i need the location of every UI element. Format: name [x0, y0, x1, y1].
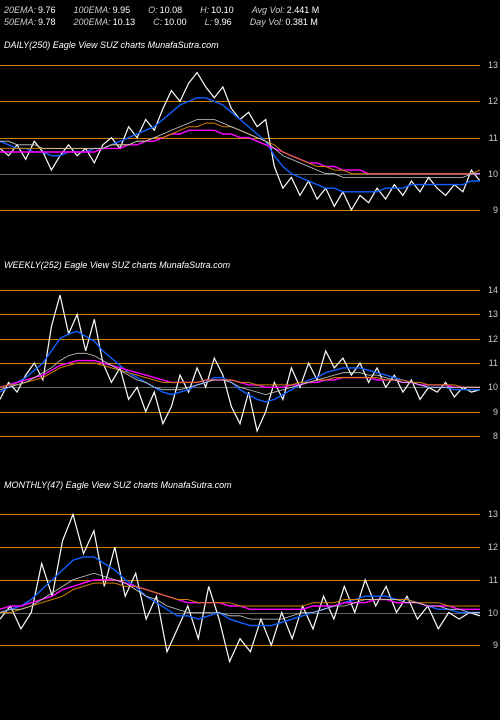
- axis-label: 9: [493, 640, 498, 650]
- series-line: [0, 130, 480, 173]
- series-line: [0, 331, 480, 402]
- axis-label: 9: [493, 407, 498, 417]
- chart-title: MONTHLY(47) Eagle View SUZ charts Munafa…: [0, 480, 500, 490]
- stat-item: Avg Vol:2.441 M: [252, 4, 320, 16]
- stat-label: 20EMA:: [4, 5, 36, 15]
- axis-label: 11: [489, 358, 498, 368]
- stat-item: O:10.08: [148, 4, 182, 16]
- axis-label: 13: [488, 60, 498, 70]
- stat-label: 50EMA:: [4, 17, 36, 27]
- series-line: [0, 73, 480, 210]
- stat-label: Avg Vol:: [252, 5, 285, 15]
- chart-block: DAILY(250) Eagle View SUZ charts MunafaS…: [0, 40, 500, 228]
- chart-title: WEEKLY(252) Eagle View SUZ charts Munafa…: [0, 260, 500, 270]
- stat-item: 20EMA:9.76: [4, 4, 56, 16]
- series-line: [0, 514, 480, 661]
- stat-item: H:10.10: [200, 4, 234, 16]
- axis-label: 10: [488, 382, 498, 392]
- stat-label: 200EMA:: [74, 17, 111, 27]
- stat-item: 50EMA:9.78: [4, 16, 56, 28]
- stat-item: C:10.00: [153, 16, 187, 28]
- stat-value: 2.441 M: [287, 5, 320, 15]
- chart-area: 13 12 11 10 9: [0, 58, 500, 228]
- stat-item: 100EMA:9.95: [74, 4, 131, 16]
- axis-label: 9: [493, 205, 498, 215]
- series-line: [0, 573, 480, 619]
- stat-label: O:: [148, 5, 158, 15]
- axis-label: 14: [488, 285, 498, 295]
- axis-label: 8: [493, 431, 498, 441]
- axis-label: 11: [489, 575, 498, 585]
- axis-label: 10: [488, 169, 498, 179]
- axis-label: 11: [489, 133, 498, 143]
- stat-item: L:9.96: [205, 16, 232, 28]
- stat-item: 200EMA:10.13: [74, 16, 136, 28]
- stat-value: 9.95: [113, 5, 131, 15]
- series-line: [0, 580, 480, 610]
- stat-value: 10.08: [160, 5, 183, 15]
- header-row-2: 50EMA:9.78 200EMA:10.13 C:10.00 L:9.96 Day V…: [4, 16, 496, 28]
- stat-value: 10.13: [113, 17, 136, 27]
- stat-label: L:: [205, 17, 213, 27]
- series-line: [0, 363, 480, 387]
- axis-label: 12: [488, 96, 498, 106]
- stat-value: 9.78: [38, 17, 56, 27]
- stat-value: 9.96: [214, 17, 232, 27]
- stat-value: 10.00: [164, 17, 187, 27]
- series-line: [0, 120, 480, 178]
- stat-label: 100EMA:: [74, 5, 111, 15]
- axis-label: 10: [488, 608, 498, 618]
- axis-label: 12: [488, 542, 498, 552]
- stat-label: C:: [153, 17, 162, 27]
- chart-svg: [0, 498, 480, 678]
- stat-item: Day Vol:0.381 M: [250, 16, 318, 28]
- chart-title: DAILY(250) Eagle View SUZ charts MunafaS…: [0, 40, 500, 50]
- chart-area: 13 12 11 10 9: [0, 498, 500, 678]
- series-line: [0, 557, 480, 626]
- header-row-1: 20EMA:9.76 100EMA:9.95 O:10.08 H:10.10 Avg V…: [4, 4, 496, 16]
- chart-block: WEEKLY(252) Eagle View SUZ charts Munafa…: [0, 260, 500, 448]
- chart-block: MONTHLY(47) Eagle View SUZ charts Munafa…: [0, 480, 500, 678]
- stat-label: Day Vol:: [250, 17, 284, 27]
- series-line: [0, 295, 480, 431]
- chart-svg: [0, 58, 480, 228]
- stat-value: 9.76: [38, 5, 56, 15]
- stat-value: 10.10: [211, 5, 234, 15]
- axis-label: 13: [488, 309, 498, 319]
- stat-value: 0.381 M: [285, 17, 318, 27]
- chart-area: 14 13 12 11 10 9 8: [0, 278, 500, 448]
- axis-label: 12: [488, 334, 498, 344]
- chart-svg: [0, 278, 480, 448]
- stat-label: H:: [200, 5, 209, 15]
- series-line: [0, 353, 480, 394]
- stats-header: 20EMA:9.76 100EMA:9.95 O:10.08 H:10.10 Avg V…: [4, 4, 496, 28]
- axis-label: 13: [488, 509, 498, 519]
